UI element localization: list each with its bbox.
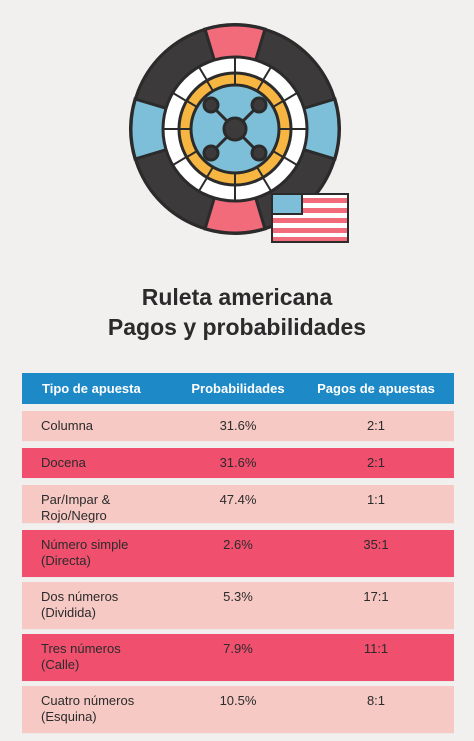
cell-probabilidad: 7.9% [223, 641, 253, 656]
cell-tipo: Docena [41, 455, 86, 470]
cell-pago: 8:1 [366, 693, 386, 708]
us-flag-icon [271, 193, 349, 243]
title-line-1: Ruleta americana [141, 284, 333, 310]
cell-probabilidad: 31.6% [219, 418, 257, 433]
cell-tipo: Dos números (Dividida) [41, 589, 119, 620]
payout-table: Tipo de apuesta Probabilidades Pagos de … [22, 373, 454, 734]
cell-pago: 2:1 [366, 455, 386, 470]
table-row: Número simple (Directa) 2.6% 35:1 [22, 530, 454, 578]
cell-tipo: Cuatro números (Esquina) [41, 693, 135, 724]
cell-pago: 1:1 [366, 492, 386, 507]
roulette-wheel-icon [129, 23, 349, 243]
cell-tipo: Columna [41, 418, 94, 433]
title-line-2: Pagos y probabilidades [107, 314, 367, 340]
cell-probabilidad: 2.6% [223, 537, 253, 552]
table-row: Cuatro números (Esquina) 10.5% 8:1 [22, 686, 454, 734]
cell-pago: 11:1 [363, 641, 389, 656]
header-pagos: Pagos de apuestas [317, 381, 435, 396]
table-row: Columna 31.6% 2:1 [22, 411, 454, 442]
cell-pago: 35:1 [363, 537, 389, 552]
table-row: Docena 31.6% 2:1 [22, 448, 454, 479]
table-row: Par/Impar & Rojo/Negro 47.4% 1:1 [22, 485, 454, 524]
cell-pago: 2:1 [366, 418, 386, 433]
table-row: Tres números (Calle) 7.9% 11:1 [22, 634, 454, 682]
table-body: Columna 31.6% 2:1 Docena 31.6% 2:1 Par/Impar &… [22, 411, 454, 734]
table-row: Dos números (Dividida) 5.3% 17:1 [22, 582, 454, 630]
cell-probabilidad: 10.5% [219, 693, 257, 708]
cell-tipo: Par/Impar & Rojo/Negro [41, 492, 111, 523]
cell-probabilidad: 5.3% [223, 589, 253, 604]
table-header: Tipo de apuesta Probabilidades Pagos de … [22, 373, 454, 404]
cell-pago: 17:1 [363, 589, 389, 604]
cell-probabilidad: 47.4% [219, 492, 257, 507]
cell-probabilidad: 31.6% [219, 455, 257, 470]
page-title: Ruleta americana Pagos y probabilidades [0, 282, 474, 342]
roulette-illustration [126, 22, 356, 250]
cell-tipo: Número simple (Directa) [41, 537, 129, 568]
cell-tipo: Tres números (Calle) [41, 641, 121, 672]
header-tipo: Tipo de apuesta [42, 381, 141, 396]
header-probabilidades: Probabilidades [191, 381, 285, 396]
